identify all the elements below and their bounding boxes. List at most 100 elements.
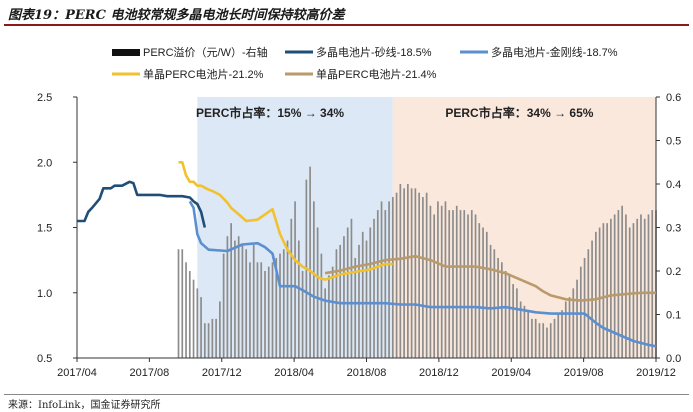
premium-bar <box>222 253 225 358</box>
premium-bar <box>583 257 586 358</box>
premium-bar <box>252 244 255 358</box>
premium-bar <box>301 271 304 358</box>
y-right-tick-label: 0.0 <box>666 353 681 365</box>
y-right-tick-label: 0.6 <box>666 92 681 104</box>
premium-bar <box>587 249 590 358</box>
title-divider <box>4 24 689 26</box>
premium-bar <box>636 218 639 358</box>
y-left-tick-label: 0.5 <box>37 353 52 365</box>
premium-bar <box>602 223 605 358</box>
premium-bar <box>407 184 409 358</box>
premium-bar <box>391 197 394 358</box>
premium-bar <box>331 266 334 358</box>
premium-bar <box>538 323 541 358</box>
premium-bar <box>188 271 191 358</box>
premium-bar <box>534 318 537 358</box>
premium-bar <box>369 227 372 358</box>
premium-bar <box>226 236 229 358</box>
premium-bar <box>373 218 375 358</box>
premium-bar <box>324 288 326 358</box>
premium-bar <box>455 205 458 358</box>
premium-bar <box>245 249 248 358</box>
premium-bar <box>403 188 405 358</box>
premium-bar <box>501 262 503 358</box>
x-tick-label: 2018/04 <box>274 367 314 379</box>
premium-bar <box>215 318 217 358</box>
premium-bar <box>384 210 387 358</box>
premium-bar <box>282 249 285 358</box>
premium-bar <box>297 240 300 358</box>
premium-bar <box>234 240 236 358</box>
premium-bar <box>320 253 323 358</box>
premium-bar <box>564 301 567 358</box>
premium-bar <box>549 323 552 358</box>
premium-bar <box>546 327 548 358</box>
premium-bar <box>523 305 526 358</box>
premium-bar <box>482 227 484 358</box>
premium-bar <box>219 301 221 358</box>
premium-bar <box>542 323 545 358</box>
premium-bar <box>267 266 270 358</box>
premium-bar <box>512 284 514 358</box>
region-label: PERC市占率：34% → 65% <box>445 105 593 120</box>
premium-bar <box>621 205 624 358</box>
y-right-tick-label: 0.4 <box>666 179 681 191</box>
premium-bar <box>467 214 469 358</box>
legend-label: 多晶电池片-砂线-18.5% <box>316 45 432 59</box>
premium-bar <box>271 262 274 358</box>
premium-bar <box>632 223 635 358</box>
premium-bar <box>230 223 232 358</box>
premium-bar <box>399 184 402 358</box>
legend-label: 单晶PERC电池片-21.2% <box>143 68 264 81</box>
premium-bar <box>211 318 214 358</box>
premium-bar <box>414 188 417 358</box>
y-right-tick-label: 0.3 <box>666 223 681 235</box>
legend-label: PERC溢价（元/W）-右轴 <box>143 45 268 59</box>
premium-bar <box>610 218 612 358</box>
x-tick-label: 2019/04 <box>491 367 531 379</box>
series-line <box>324 254 656 302</box>
premium-bar <box>568 297 571 358</box>
premium-bar <box>275 257 278 358</box>
source-note: 来源：InfoLink，国金证券研究所 <box>8 400 161 411</box>
premium-bar <box>294 201 296 358</box>
y-left-tick-label: 1.5 <box>37 223 52 235</box>
premium-bar <box>279 253 281 358</box>
premium-bar <box>651 210 654 358</box>
premium-bar <box>598 227 601 358</box>
premium-bar <box>489 244 492 358</box>
premium-bar <box>613 214 616 358</box>
premium-bar <box>647 214 650 358</box>
premium-bar <box>437 201 439 358</box>
x-tick-label: 2018/12 <box>419 367 459 379</box>
x-tick-label: 2019/08 <box>564 367 604 379</box>
y-left-tick-label: 1.0 <box>37 288 52 300</box>
premium-bar <box>350 218 353 358</box>
premium-bar <box>354 257 357 358</box>
premium-bar <box>429 205 432 358</box>
premium-bar <box>504 271 507 358</box>
premium-bar <box>410 188 413 358</box>
premium-bar <box>440 205 443 358</box>
premium-bar <box>177 249 180 358</box>
premium-bar <box>553 318 556 358</box>
premium-bar <box>643 218 646 358</box>
legend-swatch <box>112 49 140 56</box>
premium-bar <box>328 275 330 358</box>
premium-bar <box>286 240 289 358</box>
premium-bar <box>557 314 560 358</box>
premium-bar <box>207 323 210 358</box>
premium-bar <box>376 210 379 358</box>
premium-bar <box>527 310 530 358</box>
premium-bar <box>237 236 240 358</box>
y-right-tick-label: 0.2 <box>666 266 681 278</box>
premium-bar <box>388 201 390 358</box>
premium-bar <box>493 249 496 358</box>
premium-bar <box>361 231 364 358</box>
premium-bar <box>572 288 575 358</box>
premium-bar <box>625 214 627 358</box>
legend-label: 多晶电池片-金刚线-18.7% <box>491 45 618 59</box>
premium-bar <box>478 223 481 358</box>
x-tick-label: 2018/08 <box>347 367 387 379</box>
y-left-tick-label: 2.0 <box>37 157 52 169</box>
